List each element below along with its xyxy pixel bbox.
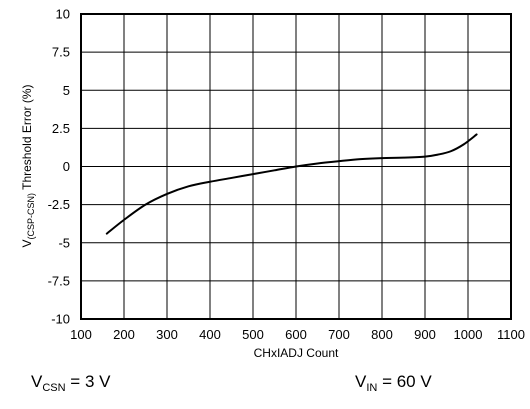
y-axis-label-prefix: V xyxy=(20,239,34,247)
y-tick-label: -10 xyxy=(51,312,70,327)
x-tick-label: 500 xyxy=(242,327,264,342)
condition-vin: VIN = 60 V xyxy=(355,372,432,394)
condition-vin-value: = 60 V xyxy=(377,372,431,391)
x-tick-label: 600 xyxy=(285,327,307,342)
x-tick-label: 100 xyxy=(70,327,92,342)
y-tick-label: -2.5 xyxy=(48,197,70,212)
threshold-error-line xyxy=(107,134,477,233)
y-tick-label: 5 xyxy=(63,83,70,98)
x-tick-label: 1000 xyxy=(454,327,483,342)
x-tick-label: 700 xyxy=(328,327,350,342)
y-tick-label: 10 xyxy=(56,7,70,22)
y-tick-label: -7.5 xyxy=(48,273,70,288)
condition-vcsn-value: = 3 V xyxy=(66,372,111,391)
x-tick-label: 400 xyxy=(199,327,221,342)
x-tick-label: 200 xyxy=(113,327,135,342)
x-axis-label: CHxIADJ Count xyxy=(254,346,339,360)
y-tick-label: -5 xyxy=(58,235,70,250)
x-tick-label: 900 xyxy=(414,327,436,342)
condition-vcsn-prefix: V xyxy=(31,372,42,391)
condition-vcsn: VCSN = 3 V xyxy=(31,372,110,394)
y-axis-label-suffix: Threshold Error (%) xyxy=(20,85,34,193)
condition-vin-subscript: IN xyxy=(366,382,377,394)
condition-vcsn-subscript: CSN xyxy=(42,382,65,394)
x-tick-label: 800 xyxy=(371,327,393,342)
y-axis-label: V(CSP-CSN) Threshold Error (%) xyxy=(20,85,36,248)
x-tick-label: 300 xyxy=(156,327,178,342)
y-axis-label-subscript: (CSP-CSN) xyxy=(26,193,36,240)
x-tick-label: 1100 xyxy=(497,327,525,342)
tick-labels: 100 200 300 400 500 600 700 800 900 1000 1100-10-7… xyxy=(48,7,525,343)
y-tick-label: 2.5 xyxy=(52,121,70,136)
y-tick-label: 7.5 xyxy=(52,45,70,60)
y-tick-label: 0 xyxy=(63,159,70,174)
condition-vin-prefix: V xyxy=(355,372,366,391)
